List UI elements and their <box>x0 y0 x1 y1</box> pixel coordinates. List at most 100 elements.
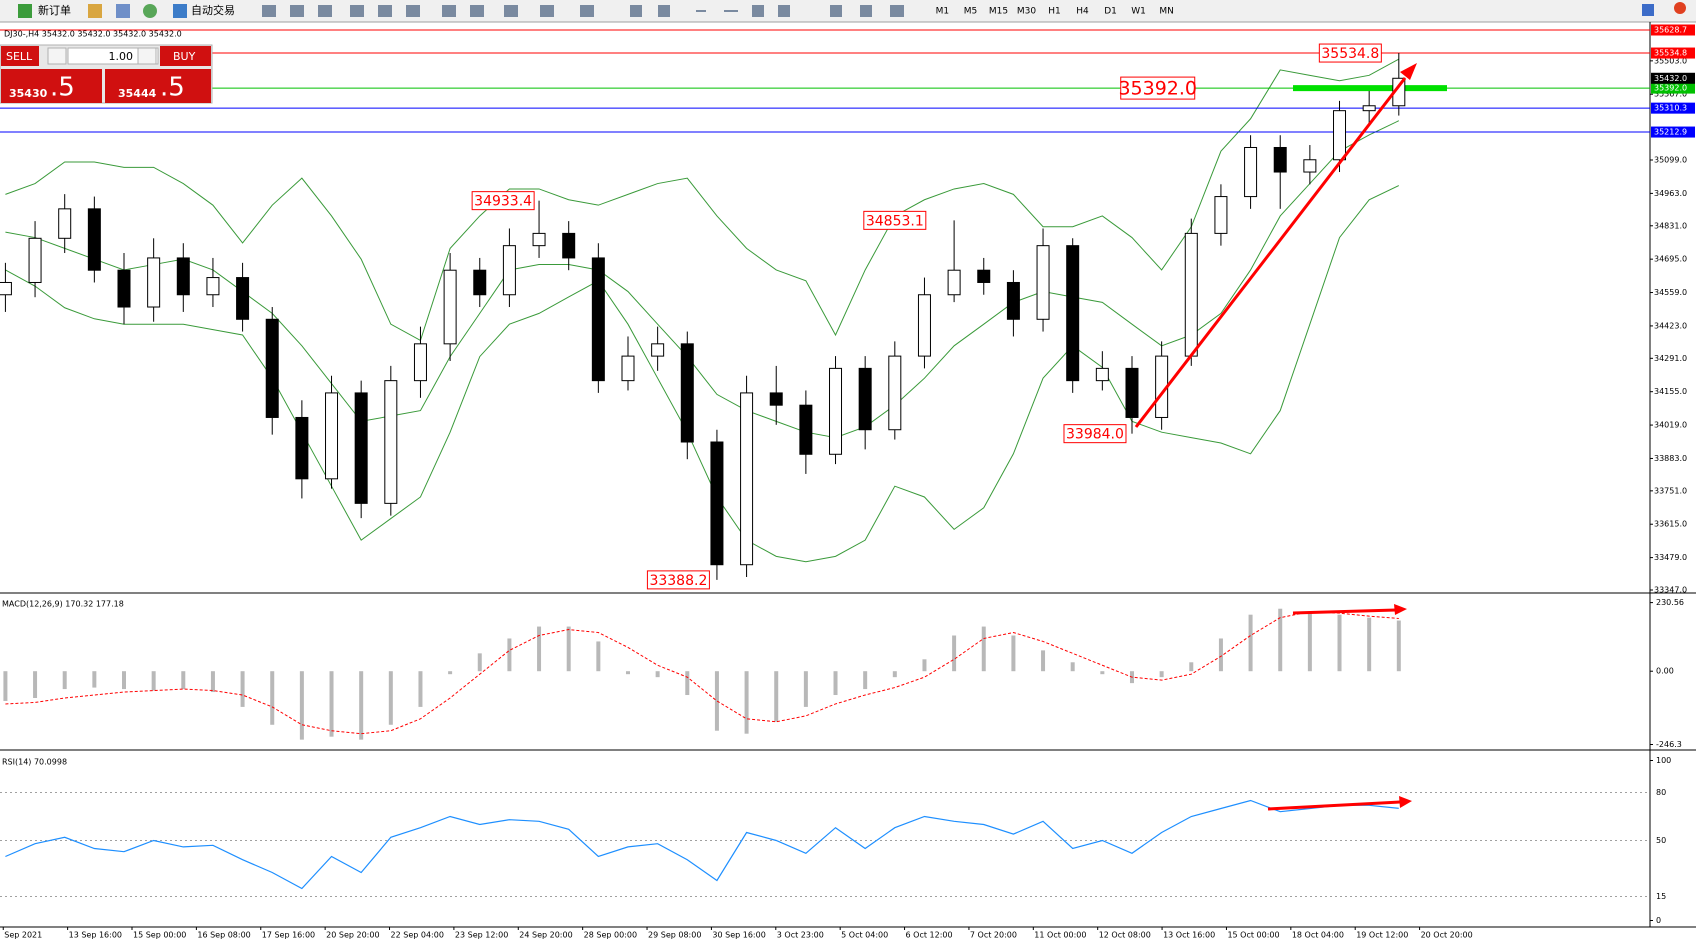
search-icon[interactable] <box>1642 4 1654 16</box>
rsi-tick-label: 80 <box>1656 788 1666 797</box>
timeframe-button[interactable]: M30 <box>1017 7 1036 17</box>
tool-icon[interactable] <box>540 5 554 17</box>
tool-icon[interactable] <box>580 5 594 17</box>
lot-down[interactable] <box>47 47 67 65</box>
y-tick-label: 35367.0 <box>1654 90 1687 99</box>
notification-icon[interactable] <box>1674 2 1686 14</box>
timeframe-button[interactable]: D1 <box>1104 7 1117 17</box>
price-label-box <box>1651 47 1695 59</box>
buy-label[interactable]: BUY <box>173 50 196 63</box>
lot-value[interactable]: 1.00 <box>109 50 134 63</box>
macd-bar <box>566 626 571 672</box>
macd-bar <box>299 671 304 740</box>
macd-bar <box>1337 614 1342 672</box>
sell-price-box[interactable] <box>1 69 102 103</box>
macd-bar <box>596 641 601 672</box>
tool-icon[interactable] <box>318 5 332 17</box>
timeframe-button[interactable]: W1 <box>1131 7 1146 17</box>
macd-signal <box>5 611 1399 735</box>
tool-icon[interactable] <box>752 5 764 17</box>
tool-icon[interactable] <box>696 10 706 12</box>
buy-price-box[interactable] <box>105 69 211 103</box>
sell-pips[interactable]: .5 <box>50 73 75 103</box>
toolbar-icon[interactable] <box>116 4 130 18</box>
rsi-tick-label: 15 <box>1656 892 1666 901</box>
price-label-box <box>1651 126 1695 138</box>
toolbar-icon[interactable] <box>143 4 157 18</box>
y-tick-label: 34963.0 <box>1654 189 1687 198</box>
tool-icon[interactable] <box>630 5 642 17</box>
timeframe-button[interactable]: M5 <box>964 7 978 17</box>
x-tick-label: 12 Oct 08:00 <box>1099 931 1151 940</box>
rsi-title: RSI(14) 70.0998 <box>2 758 67 767</box>
sell-button[interactable] <box>1 46 39 66</box>
x-tick-label: 6 Oct 12:00 <box>906 931 953 940</box>
tool-icon[interactable] <box>442 5 456 17</box>
sell-price[interactable]: 35430 <box>9 87 48 100</box>
candle-body <box>888 355 902 431</box>
timeframe-button[interactable]: M1 <box>936 7 950 17</box>
lot-input[interactable] <box>67 47 159 65</box>
tool-icon[interactable] <box>830 5 842 17</box>
x-tick-label: 28 Sep 00:00 <box>584 931 637 940</box>
x-tick-label: 13 Oct 16:00 <box>1163 931 1215 940</box>
macd-bar <box>714 671 719 731</box>
buy-price[interactable]: 35444 <box>118 87 157 100</box>
tool-icon[interactable] <box>724 10 738 12</box>
tool-icon[interactable] <box>890 5 904 17</box>
tool-icon[interactable] <box>658 5 670 17</box>
timeframe-button[interactable]: M15 <box>989 7 1008 17</box>
x-tick-label: 17 Sep 16:00 <box>262 931 315 940</box>
annotation-box <box>471 191 535 211</box>
macd-bar <box>1159 671 1164 678</box>
x-tick-label: 5 Oct 04:00 <box>841 931 888 940</box>
tool-icon[interactable] <box>290 5 304 17</box>
toolbar-icon[interactable] <box>88 4 102 18</box>
macd-bar <box>270 671 275 725</box>
tool-icon[interactable] <box>406 5 420 17</box>
y-tick-label: 33883.0 <box>1654 454 1687 463</box>
toolbar-button[interactable]: 新订单 <box>38 3 71 17</box>
rsi-tick-label: 0 <box>1656 916 1661 925</box>
buy-pips[interactable]: .5 <box>160 73 185 103</box>
y-tick-label: 33347.0 <box>1654 586 1687 595</box>
candle-body <box>384 380 398 504</box>
macd-bar <box>1189 662 1194 672</box>
macd-tick-label: 230.56 <box>1656 598 1684 607</box>
macd-bar <box>952 635 957 672</box>
macd-bar <box>181 671 186 690</box>
tool-icon[interactable] <box>504 5 518 17</box>
x-tick-label: 20 Oct 20:00 <box>1421 931 1473 940</box>
lot-up[interactable] <box>137 47 157 65</box>
annotation-box <box>1063 424 1127 444</box>
tool-icon[interactable] <box>378 5 392 17</box>
candle-body <box>532 232 546 247</box>
tool-icon[interactable] <box>262 5 276 17</box>
x-tick-label: 15 Sep 00:00 <box>133 931 186 940</box>
x-tick-label: 13 Sep 16:00 <box>69 931 122 940</box>
plot-area: 35503.0 35367.0 35099.0 34963.0 34831.0 34695… <box>0 22 1696 940</box>
candle-body <box>1273 146 1287 173</box>
timeframe-button[interactable]: MN <box>1159 7 1174 17</box>
candle-body <box>1006 281 1020 320</box>
candle-body <box>591 257 605 382</box>
x-tick-label: Sep 2021 <box>4 931 42 940</box>
timeframe-button[interactable]: H4 <box>1076 7 1089 17</box>
macd-bar <box>1278 608 1283 672</box>
tool-icon[interactable] <box>860 5 872 17</box>
candle-body <box>117 269 131 308</box>
tool-icon[interactable] <box>778 5 790 17</box>
rsi-tick-label: 50 <box>1656 836 1666 845</box>
candle-body <box>562 232 576 259</box>
macd-bar <box>477 653 482 672</box>
tool-icon[interactable] <box>350 5 364 17</box>
new-order-icon[interactable] <box>18 4 32 18</box>
macd-trend-line <box>1292 608 1397 615</box>
buy-button[interactable] <box>160 46 211 66</box>
timeframe-button[interactable]: H1 <box>1048 7 1061 17</box>
toolbar-button[interactable]: 自动交易 <box>191 3 235 17</box>
auto-trade-icon[interactable] <box>173 4 187 18</box>
sell-label[interactable]: SELL <box>6 50 33 63</box>
tool-icon[interactable] <box>470 5 484 17</box>
